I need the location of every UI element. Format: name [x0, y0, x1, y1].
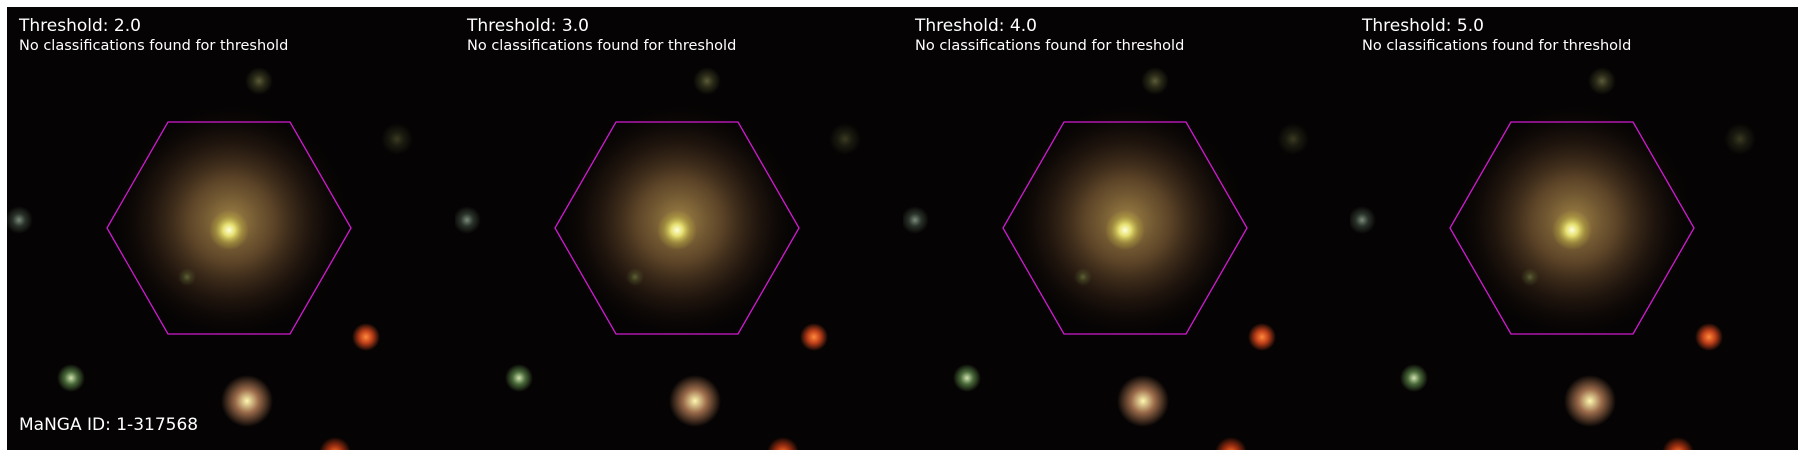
- star: [1695, 323, 1723, 351]
- star: [381, 123, 413, 155]
- panel-subtitle: No classifications found for threshold: [19, 38, 289, 54]
- star: [1588, 67, 1616, 95]
- star: [693, 67, 721, 95]
- star: [505, 364, 533, 392]
- panel-subtitle: No classifications found for threshold: [467, 38, 737, 54]
- star: [455, 206, 481, 234]
- panel-subtitle: No classifications found for threshold: [1362, 38, 1632, 54]
- galaxy-image: [903, 7, 1351, 450]
- panel-title: Threshold: 3.0: [467, 16, 589, 36]
- galaxy-image: [1350, 7, 1798, 450]
- star: [829, 123, 861, 155]
- galaxy-image: [455, 7, 903, 450]
- star: [319, 437, 351, 450]
- star: [767, 437, 799, 450]
- star: [245, 67, 273, 95]
- panel-threshold-2: Threshold: 2.0 No classifications found …: [7, 7, 455, 450]
- star: [903, 206, 929, 234]
- star: [1141, 67, 1169, 95]
- star: [221, 375, 273, 427]
- galaxy-core: [657, 210, 697, 250]
- star: [7, 206, 33, 234]
- panel-title: Threshold: 5.0: [1362, 16, 1484, 36]
- galaxy-core: [209, 210, 249, 250]
- galaxy-core: [1552, 210, 1592, 250]
- panel-title: Threshold: 4.0: [915, 16, 1037, 36]
- panel-threshold-3: Threshold: 3.0 No classifications found …: [455, 7, 903, 450]
- star: [1350, 206, 1376, 234]
- panel-threshold-4: Threshold: 4.0 No classifications found …: [903, 7, 1351, 450]
- ifu-hexagon: [554, 121, 800, 335]
- galaxy-core: [1105, 210, 1145, 250]
- ifu-hexagon: [1449, 121, 1695, 335]
- panel-subtitle: No classifications found for threshold: [915, 38, 1185, 54]
- star: [1724, 123, 1756, 155]
- star: [57, 364, 85, 392]
- ifu-hexagon: [106, 121, 352, 335]
- panel-threshold-5: Threshold: 5.0 No classifications found …: [1350, 7, 1798, 450]
- star: [1564, 375, 1616, 427]
- manga-id-label: MaNGA ID: 1-317568: [19, 415, 199, 435]
- ifu-hexagon: [1002, 121, 1248, 335]
- star: [800, 323, 828, 351]
- star: [669, 375, 721, 427]
- star: [1117, 375, 1169, 427]
- panel-title: Threshold: 2.0: [19, 16, 141, 36]
- star: [352, 323, 380, 351]
- galaxy-image: [7, 7, 455, 450]
- star: [1662, 437, 1694, 450]
- star: [953, 364, 981, 392]
- star: [1277, 123, 1309, 155]
- star: [1248, 323, 1276, 351]
- star: [1400, 364, 1428, 392]
- star: [1215, 437, 1247, 450]
